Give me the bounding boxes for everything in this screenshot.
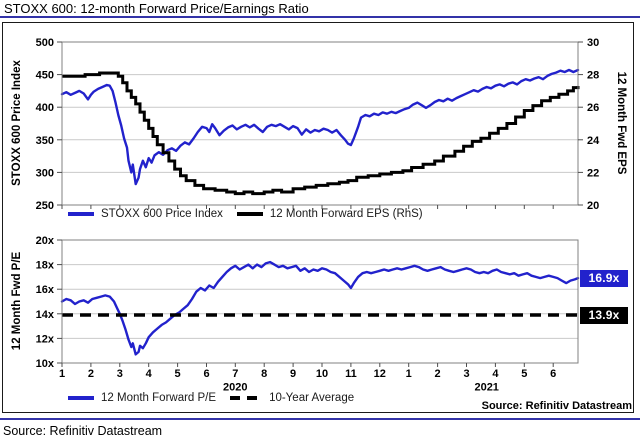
month-tick-label: 2 bbox=[88, 368, 94, 380]
y-tick-label: 300 bbox=[36, 167, 54, 179]
average-legend-label: 10-Year Average bbox=[269, 391, 355, 404]
y-tick-right-label: 20 bbox=[587, 200, 599, 212]
y-tick-label: 250 bbox=[36, 200, 54, 212]
y-tick-label: 450 bbox=[36, 70, 54, 82]
y-tick-label: 16x bbox=[36, 284, 55, 296]
eps-line-swatch bbox=[236, 212, 263, 216]
source-attribution-footer: Source: Refinitiv Datastream bbox=[3, 424, 163, 438]
y-tick-label: 18x bbox=[36, 260, 55, 272]
average-dash-swatch bbox=[230, 395, 263, 400]
month-tick-label: 10 bbox=[316, 368, 328, 380]
pe-line-swatch bbox=[68, 395, 94, 400]
average-end-value-badge: 13.9x bbox=[580, 306, 628, 324]
month-tick-label: 2 bbox=[435, 368, 441, 380]
price-line-swatch bbox=[68, 212, 94, 216]
y-tick-label: 20x bbox=[36, 235, 55, 247]
month-tick-label: 12 bbox=[374, 368, 386, 380]
legend-item-ten-year-average: 10-Year Average bbox=[230, 392, 354, 404]
month-tick-label: 5 bbox=[521, 368, 527, 380]
y-tick-right-label: 22 bbox=[587, 167, 599, 179]
month-tick-label: 3 bbox=[117, 368, 123, 380]
pe-axis-title: 12 Month Fwd P/E bbox=[11, 251, 23, 351]
y-tick-right-label: 24 bbox=[587, 135, 600, 147]
y-tick-label: 400 bbox=[36, 102, 54, 114]
y-tick-right-label: 30 bbox=[587, 37, 599, 49]
plot-border bbox=[61, 239, 579, 364]
chart-frame bbox=[2, 22, 634, 413]
pe-end-value-badge: 16.9x bbox=[580, 269, 628, 287]
month-tick-label: 7 bbox=[232, 368, 238, 380]
month-tick-label: 11 bbox=[345, 368, 357, 380]
plot-border bbox=[61, 41, 579, 206]
month-tick-label: 3 bbox=[463, 368, 469, 380]
month-tick-label: 4 bbox=[146, 368, 153, 380]
price-index-line bbox=[60, 68, 580, 186]
y-tick-label: 350 bbox=[36, 135, 54, 147]
price-legend-label: STOXX 600 Price Index bbox=[101, 208, 223, 220]
pe-legend-label: 12 Month Forward P/E bbox=[101, 391, 217, 404]
footer-rule bbox=[0, 418, 640, 420]
month-tick-label: 4 bbox=[492, 368, 499, 380]
month-tick-label: 6 bbox=[550, 368, 556, 380]
source-attribution-inside: Source: Refinitiv Datastream bbox=[481, 400, 632, 412]
page-title: STOXX 600: 12-month Forward Price/Earnin… bbox=[4, 1, 309, 16]
pe-line bbox=[60, 260, 580, 356]
year-label: 2020 bbox=[223, 382, 247, 394]
month-tick-label: 5 bbox=[175, 368, 181, 380]
year-label: 2021 bbox=[474, 382, 498, 394]
month-tick-label: 9 bbox=[290, 368, 296, 380]
price-axis-title: STOXX 600 Price Index bbox=[11, 60, 23, 186]
y-tick-label: 14x bbox=[36, 309, 55, 321]
legend-item-forward-pe: 12 Month Forward P/E bbox=[68, 392, 216, 404]
eps-legend-label: 12 Month Forward EPS (RhS) bbox=[269, 208, 423, 220]
month-tick-label: 8 bbox=[261, 368, 267, 380]
month-tick-label: 6 bbox=[203, 368, 209, 380]
legend-item-forward-eps: 12 Month Forward EPS (RhS) bbox=[236, 208, 423, 220]
y-tick-label: 10x bbox=[36, 358, 55, 370]
legend-top: STOXX 600 Price Index 12 Month Forward E… bbox=[62, 207, 423, 221]
legend-item-price-index: STOXX 600 Price Index bbox=[68, 208, 223, 220]
legend-bottom: 12 Month Forward P/E 10-Year Average bbox=[62, 391, 354, 404]
y-tick-label: 500 bbox=[36, 37, 54, 49]
month-tick-label: 1 bbox=[59, 368, 65, 380]
month-tick-label: 1 bbox=[406, 368, 412, 380]
eps-axis-title: 12 Month Fwd EPS bbox=[615, 71, 627, 175]
y-tick-right-label: 26 bbox=[587, 102, 599, 114]
title-rule bbox=[0, 16, 640, 18]
eps-line bbox=[62, 71, 580, 196]
y-tick-label: 12x bbox=[36, 333, 55, 345]
y-tick-right-label: 28 bbox=[587, 70, 599, 82]
